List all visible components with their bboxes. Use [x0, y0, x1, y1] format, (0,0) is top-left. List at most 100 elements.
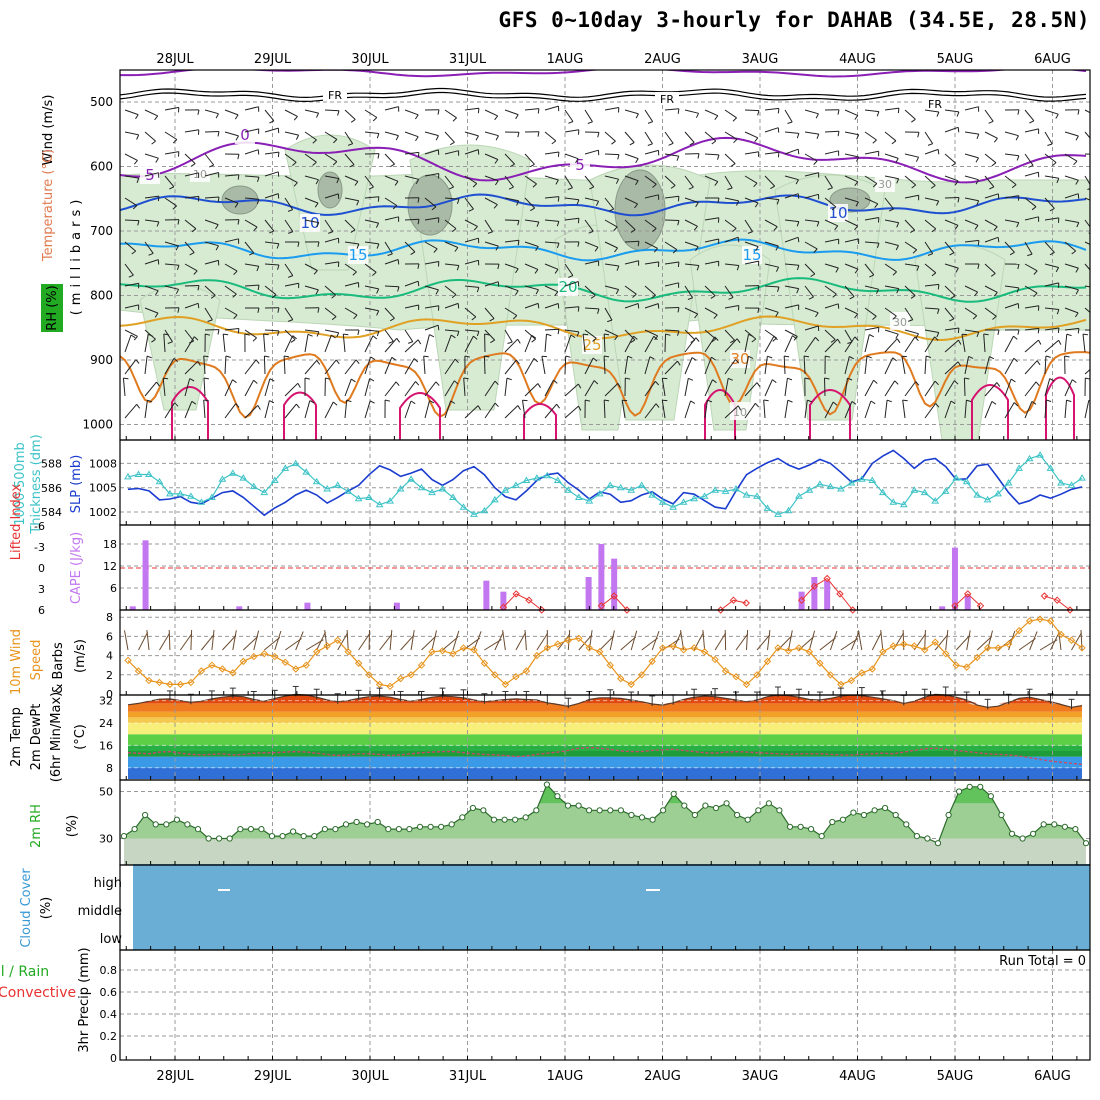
wind-barb-feather [1056, 309, 1060, 315]
rh2m-marker [268, 833, 276, 840]
wind-barb [1024, 360, 1038, 375]
wind-barb-feather [990, 273, 996, 277]
wind-barb [304, 131, 317, 141]
ylabel-temp-unit: (°C) [73, 724, 88, 750]
wind-barb [604, 107, 619, 111]
wind-barb-feather [635, 180, 639, 186]
wind10-marker [428, 648, 436, 656]
wind-barb [724, 236, 739, 243]
li-marker [512, 590, 520, 598]
rh-shade-core [614, 169, 666, 251]
wind-barb-feather [415, 136, 419, 142]
wind-barb [804, 241, 818, 250]
date-label-bottom: 2AUG [644, 1069, 681, 1084]
thickness-marker [197, 498, 206, 505]
wind-barb-feather [489, 318, 495, 322]
wind-barb [804, 153, 818, 162]
wind-barb-feather [288, 231, 294, 234]
wind-barb [444, 150, 459, 155]
wind-barb [324, 335, 332, 353]
thickness-marker [354, 494, 363, 502]
wind-barb [224, 238, 239, 243]
thickness-marker [1036, 451, 1044, 458]
wind-barb-feather [536, 221, 540, 227]
wind-barb [1084, 241, 1090, 245]
pressure-tick-label: 800 [90, 289, 113, 303]
wind-barb [904, 381, 917, 397]
wind10-barb [588, 630, 593, 651]
wind-barb [984, 153, 997, 164]
wind-barb [724, 378, 729, 397]
rh2m-marker [1051, 821, 1058, 828]
thickness-marker [270, 476, 279, 483]
wind-barb-feather [352, 271, 357, 276]
wind-barb [884, 241, 899, 246]
wind-barb [884, 329, 899, 335]
wind-barb [264, 285, 277, 296]
wind-barb-feather [830, 339, 836, 343]
slp-tick-label: 1002 [89, 506, 117, 519]
wind-barb-feather [515, 359, 520, 365]
wind-barb-feather [964, 377, 970, 380]
wind-barb [1064, 131, 1079, 137]
wind-barb [664, 282, 679, 287]
ylabel-barbs: & Barbs [51, 642, 66, 694]
contour-label: 10 [733, 406, 747, 419]
cloud-ylabels: Cloud Cover (%) [19, 868, 54, 948]
thickness-marker [1025, 454, 1034, 462]
rh2m-marker [734, 811, 741, 819]
wind-barb-feather [346, 399, 352, 403]
wind-barb-feather [157, 196, 160, 202]
wind-barb-feather [317, 307, 320, 313]
wind-barb-feather [755, 402, 760, 408]
wind-barb-feather [356, 200, 360, 206]
wind-barb [1024, 109, 1035, 122]
wind-barb-feather [314, 202, 319, 208]
wind-barb-feather [512, 315, 518, 320]
wind10-barb [379, 633, 393, 651]
contour-label: 10 [300, 214, 319, 232]
wind-barb-feather [617, 383, 621, 388]
wind10-marker [627, 680, 635, 689]
wind-barb [524, 219, 539, 223]
thickness-marker [208, 493, 216, 500]
wind-barb-feather [773, 335, 778, 341]
thickness-marker [742, 491, 751, 498]
thickness-marker [260, 488, 269, 496]
thickness-marker [438, 485, 447, 492]
wind-barb [984, 263, 996, 274]
wind-barb [484, 175, 499, 182]
wind-barb-feather [417, 197, 420, 203]
date-label-bottom: 3AUG [742, 1069, 779, 1084]
wind-barb-feather [856, 156, 860, 162]
wind-barb-feather [331, 334, 336, 339]
wind-barb-feather [796, 288, 800, 294]
wind-barb-feather [368, 186, 374, 190]
wind-barb [944, 400, 952, 419]
wind10-marker [774, 644, 782, 652]
wind10-marker [763, 657, 772, 666]
wind-barb [424, 305, 439, 309]
rh2m-marker [776, 807, 783, 814]
rh2m-marker [469, 804, 476, 812]
rh2m-marker [533, 807, 540, 814]
wind-barb [684, 329, 696, 341]
wind-barb-feather [490, 339, 495, 344]
precip-ylabels: Total / Rain Convective 3hr Precip (mm) [0, 947, 92, 1052]
wind10-marker [1067, 636, 1076, 644]
wind-barb-feather [517, 132, 520, 138]
ylabel-cloud-cover: Cloud Cover [19, 868, 34, 948]
wind-barb [664, 261, 679, 265]
wind-barb-feather [376, 133, 380, 139]
wind-barb [484, 153, 499, 160]
wind-barb-feather [484, 333, 490, 336]
wind10-barb [190, 629, 193, 651]
wind-barb-feather [517, 240, 520, 246]
wind-barb [124, 359, 137, 375]
wind-barb-feather [288, 319, 293, 322]
wind-barb [284, 282, 299, 287]
date-label-top: 1AUG [547, 52, 584, 67]
wind-barb-feather [854, 115, 859, 120]
wind-barb-feather [815, 336, 820, 342]
wind-barb [404, 175, 419, 180]
